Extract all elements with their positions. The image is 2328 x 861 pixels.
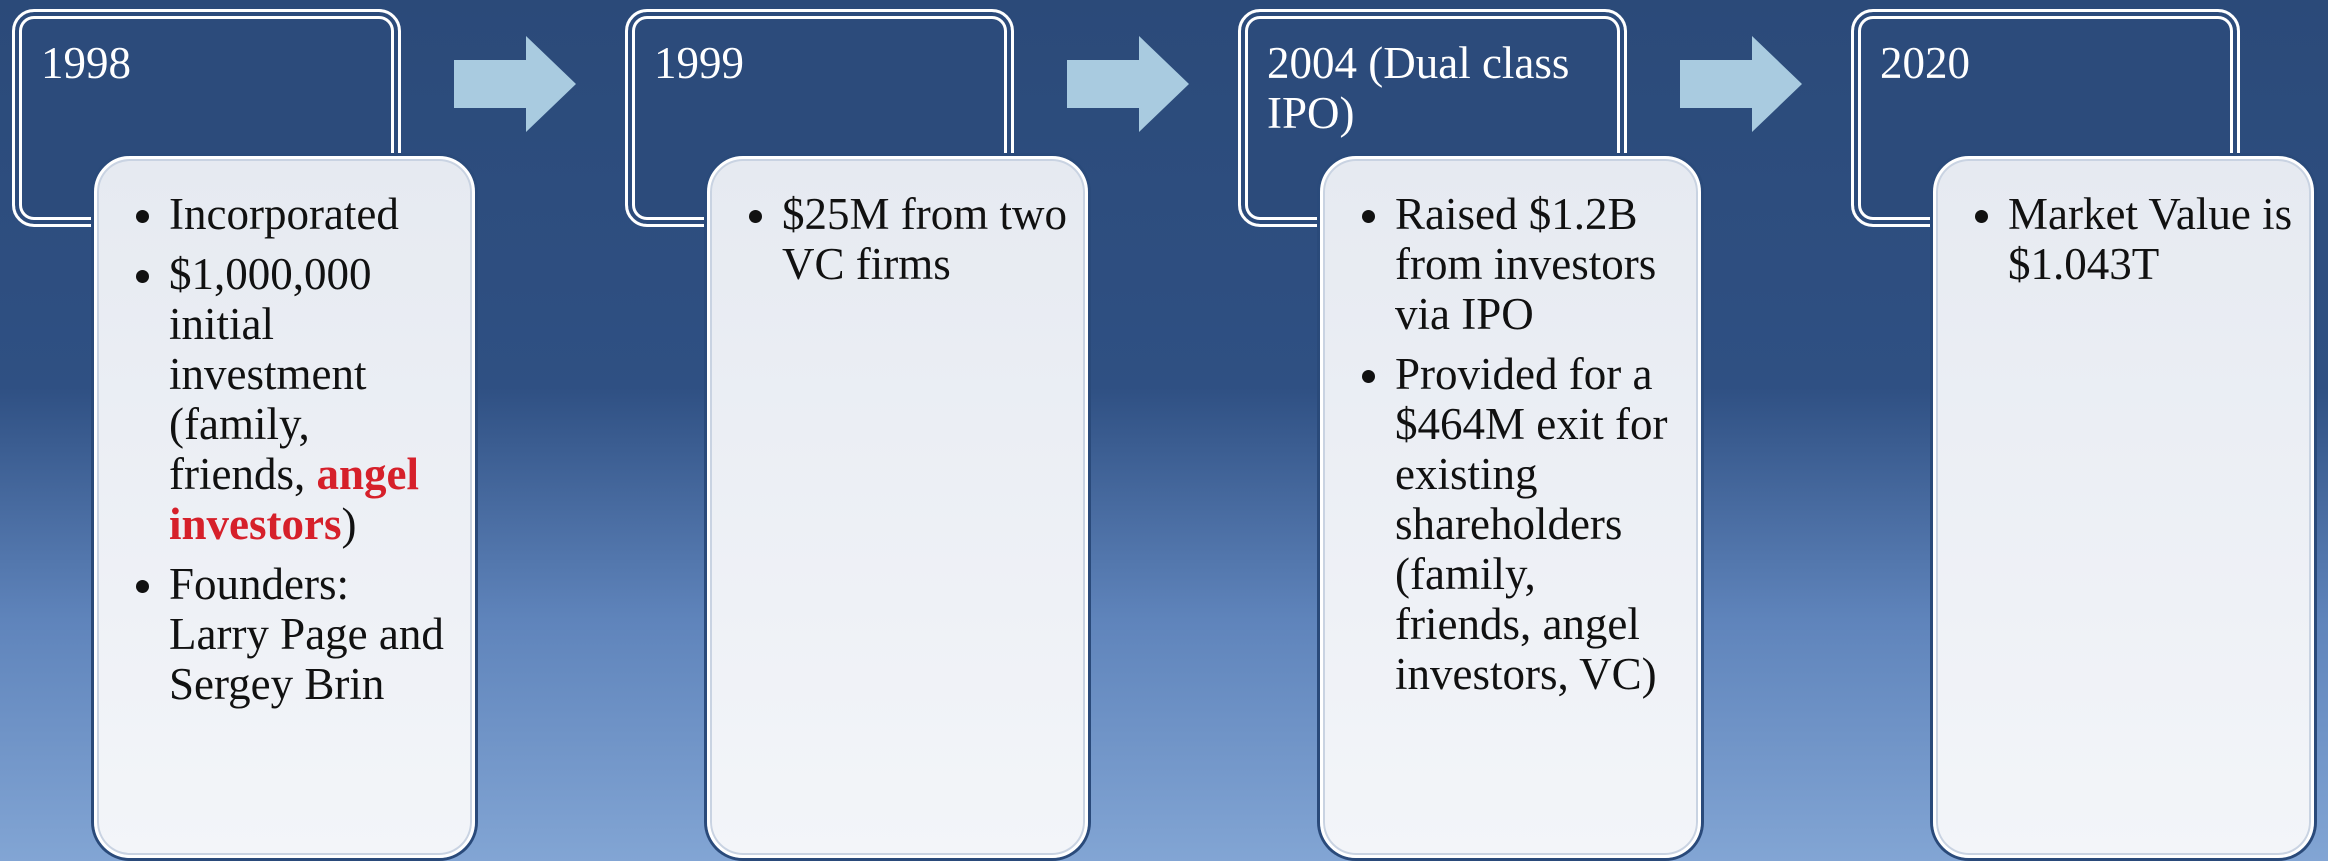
bullet-list: $25M from two VC firms xyxy=(750,189,1067,289)
bullet-item: Market Value is $1.043T xyxy=(2008,189,2293,289)
bullet-text: ) xyxy=(341,499,357,549)
bullet-item: $1,000,000 initial investment (family, f… xyxy=(169,249,454,549)
bullet-text: angel investors xyxy=(169,449,419,549)
bullet-list: Market Value is $1.043T xyxy=(1976,189,2293,289)
bullet-text: $25M from two VC firms xyxy=(782,189,1067,289)
arrow xyxy=(1067,36,1189,132)
step-title: 1998 xyxy=(41,38,131,88)
step-content-box: Market Value is $1.043T xyxy=(1933,156,2314,858)
bullet-item: Founders: Larry Page and Sergey Brin xyxy=(169,559,454,709)
step-content-box: Raised $1.2B from investors via IPOProvi… xyxy=(1320,156,1701,858)
bullet-list: Raised $1.2B from investors via IPOProvi… xyxy=(1363,189,1680,699)
arrow-shape xyxy=(1680,36,1802,132)
step-title: 1999 xyxy=(654,38,744,88)
arrow xyxy=(454,36,576,132)
arrow-shape xyxy=(454,36,576,132)
bullet-text: Market Value is $1.043T xyxy=(2008,189,2293,289)
bullet-list: Incorporated $1,000,000 initial investmen… xyxy=(137,189,454,709)
bullet-text: $1,000,000 initial investment (family, f… xyxy=(169,249,372,499)
bullet-item: Raised $1.2B from investors via IPO xyxy=(1395,189,1680,339)
bullet-item: Provided for a $464M exit for existing s… xyxy=(1395,349,1680,699)
bullet-text: Provided for a $464M exit for existing s… xyxy=(1395,349,1668,699)
arrow-shape xyxy=(1067,36,1189,132)
arrow xyxy=(1680,36,1802,132)
step-title: 2004 (Dual class IPO) xyxy=(1267,38,1570,138)
bullet-text: Raised $1.2B from investors via IPO xyxy=(1395,189,1657,339)
bullet-item: $25M from two VC firms xyxy=(782,189,1067,289)
bullet-text: Incorporated xyxy=(169,189,399,239)
step-content-box: Incorporated $1,000,000 initial investmen… xyxy=(94,156,475,858)
bullet-item: Incorporated xyxy=(169,189,454,239)
step-content-box: $25M from two VC firms xyxy=(707,156,1088,858)
step-title: 2020 xyxy=(1880,38,1970,88)
bullet-text: Founders: Larry Page and Sergey Brin xyxy=(169,559,444,709)
